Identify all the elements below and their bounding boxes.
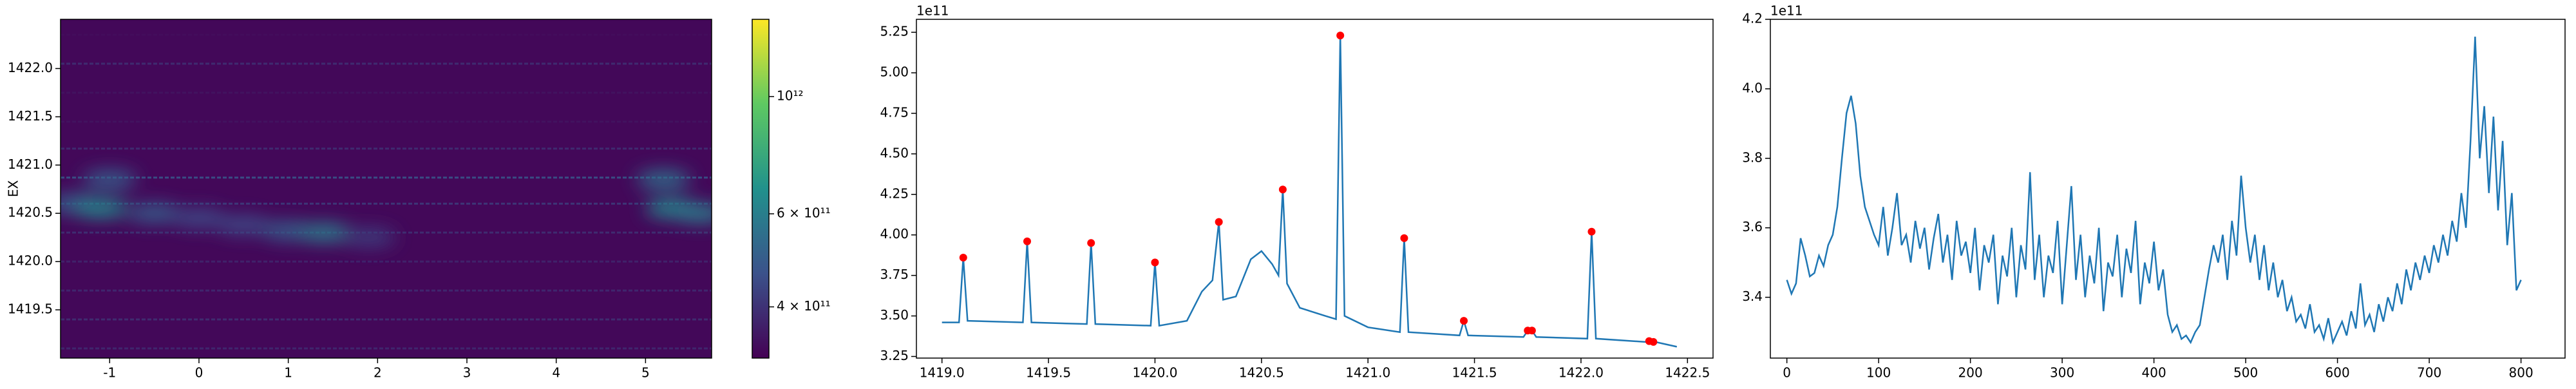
peak-marker xyxy=(1151,258,1159,267)
x-tick-label: 100 xyxy=(1866,365,1891,381)
y-tick-label: 3.8 xyxy=(1742,149,1763,165)
y-tick-label: 1421.0 xyxy=(8,157,53,172)
y-tick-label: 1420.0 xyxy=(8,253,53,269)
heatmap-blobs xyxy=(61,170,712,247)
peak-marker xyxy=(1336,32,1345,40)
x-tick-label: 1420.5 xyxy=(1239,365,1284,381)
x-tick-label: -1 xyxy=(103,365,116,381)
x-tick-label: 600 xyxy=(2325,365,2350,381)
x-tick-label: 5 xyxy=(641,365,650,381)
axes-frame xyxy=(60,19,712,359)
x-tick-label: 1420.0 xyxy=(1132,365,1177,381)
x-tick-label: 400 xyxy=(2142,365,2166,381)
y-tick-label: 4.50 xyxy=(880,145,909,160)
x-tick-label: 1421.5 xyxy=(1452,365,1497,381)
offset-label: 1e11 xyxy=(1770,3,1803,19)
y-tick-label: 1421.5 xyxy=(8,108,53,124)
y-tick-label: 4.75 xyxy=(880,104,909,120)
y-tick-label: 3.6 xyxy=(1742,219,1763,234)
heatmap-image xyxy=(61,19,712,358)
x-tick-label: 200 xyxy=(1958,365,1983,381)
y-tick-label: 1420.5 xyxy=(8,205,53,220)
x-tick-label: 800 xyxy=(2509,365,2533,381)
colorbar-tick-label: 4 × 10¹¹ xyxy=(777,298,831,314)
peak-marker xyxy=(1649,337,1658,346)
x-tick-label: 1421.0 xyxy=(1345,365,1390,381)
peak-marker xyxy=(1023,237,1031,245)
heatmap-blob xyxy=(341,228,396,247)
peak-marker xyxy=(959,253,967,261)
x-tick-label: 0 xyxy=(195,365,204,381)
x-tick-label: 4 xyxy=(552,365,560,381)
y-tick-label: 4.00 xyxy=(880,226,909,242)
y-axis-label: EX xyxy=(6,180,21,198)
heatmap-blob xyxy=(73,199,128,218)
heatmap-blob xyxy=(127,204,182,223)
heatmap-blob xyxy=(216,216,271,234)
colorbar-tick-label: 6 × 10¹¹ xyxy=(777,205,831,220)
heatmap-blob xyxy=(297,223,352,242)
x-tick-label: 1422.0 xyxy=(1558,365,1604,381)
y-tick-label: 4.2 xyxy=(1742,11,1763,26)
axes-frame xyxy=(1770,19,2566,359)
x-tick-label: 1419.0 xyxy=(920,365,965,381)
y-tick-label: 3.25 xyxy=(880,348,909,363)
peak-marker xyxy=(1587,227,1596,236)
y-tick-label: 1422.0 xyxy=(8,60,53,75)
colorbar-frame xyxy=(752,19,770,359)
heatmap-blob xyxy=(636,170,691,189)
x-tick-label: 2 xyxy=(374,365,382,381)
heatmap-background xyxy=(61,19,712,358)
y-tick-label: 5.25 xyxy=(880,24,909,39)
axes-frame xyxy=(916,19,1714,359)
y-tick-label: 3.50 xyxy=(880,307,909,323)
y-tick-label: 3.4 xyxy=(1742,289,1763,304)
peak-marker xyxy=(1215,218,1223,226)
offset-label: 1e11 xyxy=(916,3,949,19)
data-line xyxy=(942,35,1678,348)
colorbar xyxy=(752,19,769,358)
heatmap-blob xyxy=(82,170,137,189)
data-line xyxy=(1786,36,2522,345)
y-tick-label: 5.00 xyxy=(880,64,909,80)
peak-marker xyxy=(1087,239,1095,247)
x-tick-label: 300 xyxy=(2050,365,2074,381)
x-tick-label: 0 xyxy=(1783,365,1791,381)
x-tick-label: 1419.5 xyxy=(1026,365,1071,381)
x-tick-label: 500 xyxy=(2233,365,2258,381)
x-tick-label: 3 xyxy=(463,365,471,381)
peak-marker xyxy=(1528,327,1536,335)
y-tick-label: 4.0 xyxy=(1742,80,1763,95)
heatmap-blob xyxy=(171,209,226,227)
x-tick-label: 1 xyxy=(284,365,292,381)
y-tick-label: 3.75 xyxy=(880,267,909,282)
x-tick-label: 700 xyxy=(2417,365,2441,381)
y-tick-label: 1419.5 xyxy=(8,301,53,317)
peak-marker xyxy=(1400,234,1408,242)
x-tick-label: 1422.5 xyxy=(1665,365,1710,381)
peak-marker xyxy=(1460,317,1468,325)
heatmap-blob xyxy=(672,204,712,223)
colorbar-tick-label: 10¹² xyxy=(777,88,803,103)
y-tick-label: 4.25 xyxy=(880,185,909,201)
peak-marker xyxy=(1278,185,1287,194)
